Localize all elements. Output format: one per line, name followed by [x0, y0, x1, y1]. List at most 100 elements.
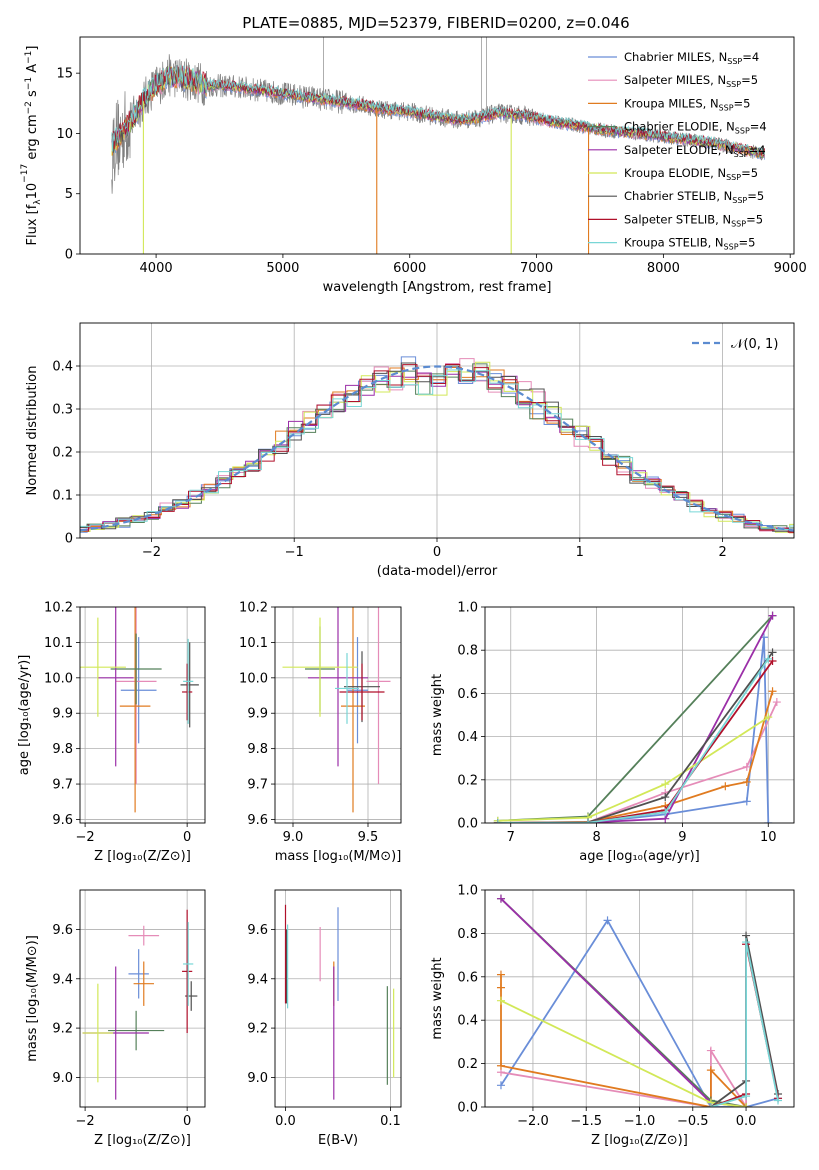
y-tick-label: 9.2	[52, 1022, 73, 1037]
mass-weight-marker-kroupa_stelib	[742, 938, 751, 947]
axes-age_vs_mass: 9.0 9.5 9.6 9.7 9.8 9.9 10.0 10.1 10.2 mass [log₁…	[239, 601, 402, 864]
data-age_vs_mass	[282, 607, 391, 813]
x-axis-label: Z [log₁₀(Z/Z⊙)]	[94, 849, 191, 864]
y-tick-label: 0.4	[52, 360, 73, 375]
normal-curve	[80, 365, 794, 532]
legend-subscript: SSP	[731, 219, 746, 228]
x-tick-label: 9.5	[358, 830, 379, 845]
x-tick-label: 0.0	[275, 1114, 296, 1129]
y-axis-label-part: s	[25, 90, 40, 101]
data-mass_vs_EBV	[284, 904, 395, 1100]
y-axis-label-part: erg cm	[25, 114, 40, 163]
axes-massweight_vs_Z: −2.0 −1.5 −1.0 −0.5 0.0 0.0 0.2 0.4 0.6 0.8 1.0 Z […	[430, 884, 795, 1148]
y-tick-label: 0.4	[457, 730, 478, 745]
histogram-chabrier_stelib	[80, 362, 794, 532]
legend-nssp: =5	[746, 212, 763, 226]
axes-frame-spectrum	[79, 36, 795, 255]
mass-weight-marker-kroupa_miles	[496, 970, 505, 979]
mass-weight-marker-chabrier_stelib	[768, 648, 777, 657]
y-tick-label: 10.2	[44, 601, 73, 616]
mass-weight-marker-chabrier_miles	[603, 916, 612, 925]
mass-weight-marker-kroupa_miles	[721, 782, 730, 791]
x-tick-label: 7	[507, 830, 515, 845]
y-tick-label: 0.1	[52, 489, 73, 504]
legend-subscript: SSP	[726, 173, 741, 182]
ticks-age_vs_Z: −2 0 9.6 9.7 9.8 9.9 10.0 10.1 10.2	[44, 601, 191, 846]
axes-frame-mass_vs_EBV	[274, 889, 402, 1108]
axes-spectrum: 4000 5000 6000 7000 8000 9000 0 5 10 15 wavelength…	[20, 36, 807, 295]
legend-subscript: SSP	[724, 243, 739, 252]
mass-weight-marker-salpeter_elodie	[496, 894, 505, 903]
x-tick-label: 9.0	[283, 830, 304, 845]
mass-weight-marker-chabrier_stelib	[661, 793, 670, 802]
mass-weight-marker-kroupa_stelib	[493, 819, 502, 823]
y-axis-label-part: Flux [f	[25, 204, 40, 245]
y-tick-label: 0.8	[457, 927, 478, 942]
mass-weight-marker-chabrier_miles	[764, 819, 773, 823]
y-axis-label-part: λ	[33, 199, 43, 205]
model-spectrum-line-salpeter_stelib	[111, 65, 765, 157]
legend-text: Kroupa MILES, N	[624, 96, 719, 110]
y-tick-label: 9.9	[52, 707, 73, 722]
x-tick-label: −0.5	[677, 1114, 709, 1129]
mass-weight-marker-kroupa_miles	[706, 1066, 715, 1075]
mass-weight-line-kroupa_elodie	[497, 716, 769, 822]
legend-text: Salpeter MILES, N	[624, 73, 726, 87]
y-tick-label: 10.0	[44, 671, 73, 686]
plots-layer: 4000 5000 6000 7000 8000 9000051015wavelength…	[17, 36, 807, 1148]
y-axis-label: Normed distribution	[25, 366, 40, 496]
y-tick-label: 0	[65, 248, 73, 263]
x-tick-label: −2	[76, 1114, 95, 1129]
y-tick-label: 0	[65, 532, 73, 547]
legend-subscript: SSP	[735, 127, 750, 136]
legend-label-salpeter_stelib: Salpeter STELIB, NSSP=5	[624, 212, 763, 228]
y-tick-label: 9.9	[247, 707, 268, 722]
mass-weight-marker-kroupa_stelib	[706, 1103, 715, 1107]
axes-mass_vs_Z: −2 0 9.0 9.2 9.4 9.6 Z [log₁₀(Z/Z⊙)] mass [log₁…	[25, 889, 206, 1148]
mass-weight-marker-salpeter_miles	[706, 1046, 715, 1055]
ticks-massweight_vs_Z: −2.0 −1.5 −1.0 −0.5 0.0 0.0 0.2 0.4 0.6 0.8 1.0	[457, 884, 756, 1130]
x-axis-label: age [log₁₀(age/yr)]	[579, 849, 700, 864]
figure-title: PLATE=0885, MJD=52379, FIBERID=0200, z=0…	[242, 14, 629, 32]
y-tick-label: 0.2	[457, 773, 478, 788]
data-age_vs_Z	[80, 607, 199, 813]
legend-nssp: =4	[750, 120, 767, 134]
y-tick-label: 9.8	[247, 742, 268, 757]
histogram-kroupa_stelib	[80, 369, 794, 530]
legend-subscript: SSP	[734, 150, 749, 159]
x-axis-label: (data-model)/error	[377, 564, 498, 579]
legend-nssp: =4	[749, 143, 766, 157]
x-tick-label: 8	[592, 830, 600, 845]
y-tick-label: 9.6	[52, 923, 73, 938]
x-tick-label: −2.0	[517, 1114, 549, 1129]
y-tick-label: 0.4	[457, 1014, 478, 1029]
legend-nssp: =5	[734, 96, 751, 110]
legend-nssp: =4	[742, 50, 759, 64]
y-axis-label: mass weight	[430, 674, 445, 756]
x-tick-label: −1.0	[624, 1114, 656, 1129]
y-tick-label: 9.4	[247, 972, 268, 987]
ticks-spectrum: 4000 5000 6000 7000 8000 9000 0 5 10 15	[56, 67, 806, 276]
y-axis-label-part: −17	[20, 164, 30, 183]
ticks-residuals: −2 −1 0 1 2 0 0.1 0.2 0.3 0.4	[52, 360, 726, 561]
mass-weight-marker-kroupa_elodie	[742, 1103, 751, 1107]
y-tick-label: 10.2	[239, 601, 268, 616]
y-tick-label: 10.1	[44, 636, 73, 651]
y-tick-label: 0.0	[457, 1101, 478, 1116]
y-tick-label: 5	[65, 187, 73, 202]
legend-nssp: =5	[739, 236, 756, 250]
y-axis-label: age [log₁₀(age/yr)]	[17, 655, 32, 776]
x-tick-label: 4000	[140, 261, 173, 276]
mass-weight-marker-kroupa_elodie	[496, 996, 505, 1005]
mass-weight-marker-chabrier_miles	[496, 1081, 505, 1090]
axes-residuals: −2 −1 0 1 2 0 0.1 0.2 0.3 0.4 (data-model)/error No…	[25, 322, 795, 579]
y-tick-label: 0.2	[52, 446, 73, 461]
y-tick-label: 9.7	[247, 778, 268, 793]
y-axis-label-part: −1	[24, 77, 34, 90]
legend-nssp: =5	[741, 166, 758, 180]
data-mass_vs_Z	[82, 909, 198, 1100]
legend-label-kroupa_miles: Kroupa MILES, NSSP=5	[624, 96, 750, 112]
mass-weight-marker-kroupa_miles	[496, 983, 505, 992]
legend-subscript: SSP	[719, 103, 734, 112]
legend-nssp: =5	[747, 189, 764, 203]
